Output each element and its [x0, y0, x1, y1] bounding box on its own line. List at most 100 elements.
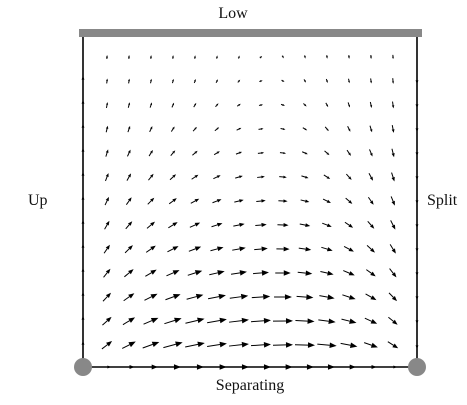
field-arrow — [167, 246, 178, 252]
field-arrow — [273, 318, 293, 324]
field-arrow — [321, 247, 332, 251]
left-edge-arrow — [82, 148, 85, 156]
field-arrow — [106, 102, 108, 108]
field-arrow — [276, 247, 289, 252]
field-arrow — [146, 246, 156, 253]
field-arrow — [231, 270, 247, 276]
field-arrow — [170, 174, 176, 180]
field-arrow — [188, 270, 202, 275]
field-arrow — [303, 128, 307, 131]
field-arrow — [278, 199, 287, 202]
right-edge-arrow — [416, 244, 419, 252]
field-arrow — [185, 318, 204, 324]
field-arrow — [166, 270, 179, 276]
field-arrow — [238, 55, 240, 58]
field-arrow — [282, 56, 284, 59]
field-arrow — [150, 126, 153, 132]
field-arrow — [212, 223, 223, 227]
field-arrow — [190, 223, 200, 228]
field-arrow — [342, 295, 355, 300]
field-arrow — [169, 198, 177, 204]
field-arrow — [301, 200, 310, 203]
field-arrow — [214, 151, 220, 154]
field-arrow — [123, 317, 135, 324]
field-arrow — [208, 294, 226, 300]
field-arrow — [237, 128, 242, 130]
field-arrow — [150, 55, 152, 59]
field-arrow — [302, 152, 308, 155]
field-arrow — [150, 79, 152, 84]
field-arrow — [191, 199, 199, 204]
field-arrow — [392, 102, 394, 109]
field-arrow — [365, 318, 377, 324]
field-arrow — [258, 152, 264, 154]
field-arrow — [234, 199, 243, 202]
field-arrow — [303, 104, 306, 107]
field-arrow — [106, 79, 108, 84]
field-arrow — [348, 55, 350, 59]
bottom-edge-arrow — [229, 364, 249, 370]
field-arrow — [392, 149, 395, 157]
right-edge-arrow — [416, 292, 419, 300]
field-arrow — [213, 175, 220, 178]
field-arrow — [145, 270, 156, 277]
field-arrow — [124, 293, 135, 301]
field-arrow — [144, 318, 159, 324]
field-arrow — [343, 271, 354, 276]
edge-arrows — [82, 76, 419, 370]
field-arrow — [392, 125, 395, 133]
field-arrow — [193, 127, 197, 131]
field-arrow — [368, 221, 375, 228]
field-arrow — [164, 318, 181, 324]
field-arrow — [298, 270, 313, 275]
field-arrow — [273, 342, 293, 348]
right-edge-arrow — [416, 124, 419, 132]
field-arrow — [150, 102, 152, 107]
field-arrow — [147, 222, 155, 229]
field-arrow — [105, 197, 109, 205]
boundary-edges — [83, 35, 417, 367]
field-arrow — [299, 247, 311, 251]
field-arrow — [216, 79, 218, 83]
field-arrow — [189, 247, 201, 252]
left-edge-arrow — [82, 124, 85, 132]
field-arrow — [128, 126, 130, 132]
field-arrow — [370, 78, 372, 83]
field-arrow — [230, 294, 248, 300]
field-arrow — [279, 176, 287, 179]
field-arrow — [194, 79, 196, 83]
field-arrow — [392, 55, 394, 59]
field-arrow — [370, 102, 372, 108]
field-arrow — [317, 342, 336, 348]
field-arrow — [259, 104, 263, 106]
field-arrow — [172, 79, 174, 83]
field-arrow — [171, 150, 176, 155]
field-arrow — [103, 293, 111, 301]
right-edge-arrow — [416, 76, 419, 84]
field-arrow — [364, 343, 378, 348]
field-arrow — [392, 173, 395, 182]
field-arrow — [367, 245, 375, 252]
field-arrow — [235, 176, 243, 179]
field-arrow — [390, 244, 396, 253]
bottom-edge-arrow — [251, 364, 271, 370]
field-arrow — [259, 80, 262, 82]
bottom-edge-arrow — [165, 364, 181, 370]
field-arrow — [127, 173, 131, 180]
field-arrow — [304, 79, 306, 82]
field-arrow — [326, 103, 328, 107]
field-arrow — [194, 103, 197, 107]
vertex-bottom-left — [74, 358, 92, 376]
field-arrow — [259, 128, 264, 130]
field-arrow — [392, 78, 394, 84]
field-arrow — [105, 173, 108, 181]
field-arrow — [390, 269, 397, 278]
field-arrow — [185, 342, 205, 347]
field-arrow — [260, 56, 263, 58]
right-edge-arrow — [416, 268, 419, 276]
field-arrow — [346, 174, 351, 180]
field-arrow — [256, 199, 265, 202]
field-arrow — [253, 270, 269, 276]
